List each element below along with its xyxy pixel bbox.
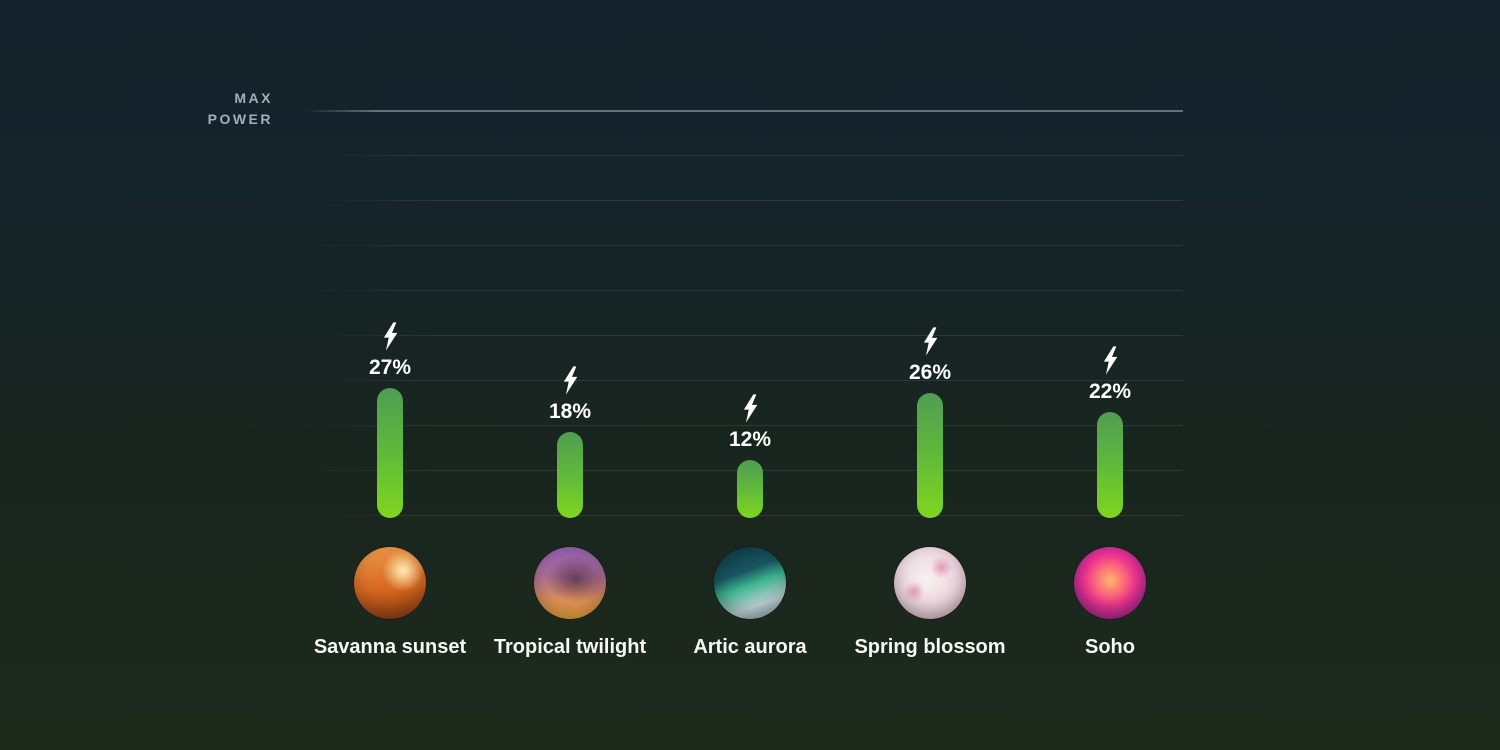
power-bar xyxy=(1097,412,1123,518)
scene-name-label: Soho xyxy=(1085,636,1135,658)
lightning-bolt-icon xyxy=(1103,346,1117,375)
scene-thumbnail-soho[interactable] xyxy=(1074,547,1146,619)
power-bar-stack: 18% xyxy=(480,366,660,518)
gridline xyxy=(305,335,1183,336)
power-bar xyxy=(377,388,403,518)
scene-column-artic-aurora: 12% Artic aurora xyxy=(660,0,840,750)
max-power-label-line1: MAX xyxy=(234,90,273,106)
lightning-bolt-icon xyxy=(563,366,577,395)
scene-thumbnail-tropical-twilight[interactable] xyxy=(534,547,606,619)
power-bar xyxy=(737,460,763,518)
max-power-label-line2: POWER xyxy=(207,111,273,127)
scene-thumbnail-spring-blossom[interactable] xyxy=(894,547,966,619)
max-power-gridline xyxy=(305,110,1183,112)
power-bar-stack: 12% xyxy=(660,394,840,518)
gridline xyxy=(305,380,1183,381)
gridline xyxy=(305,425,1183,426)
scene-column-savanna-sunset: 27% Savanna sunset xyxy=(300,0,480,750)
power-bar xyxy=(557,432,583,518)
power-percent-label: 26% xyxy=(908,361,952,384)
lightning-bolt-icon xyxy=(923,327,937,356)
scene-name-label: Artic aurora xyxy=(693,636,807,658)
power-bar xyxy=(917,393,943,518)
power-bar-stack: 26% xyxy=(840,327,1020,518)
scene-column-soho: 22% Soho xyxy=(1020,0,1200,750)
scene-thumbnail-savanna-sunset[interactable] xyxy=(354,547,426,619)
scene-column-spring-blossom: 26% Spring blossom xyxy=(840,0,1020,750)
gridline xyxy=(305,200,1183,201)
gridline xyxy=(305,155,1183,156)
power-bar-stack: 22% xyxy=(1020,346,1200,518)
lightning-bolt-icon xyxy=(383,322,397,351)
scene-column-tropical-twilight: 18% Tropical twilight xyxy=(480,0,660,750)
power-percent-label: 12% xyxy=(728,428,772,451)
gridline xyxy=(305,290,1183,291)
power-percent-label: 27% xyxy=(368,356,412,379)
scene-name-label: Spring blossom xyxy=(854,636,1006,658)
scene-name-label: Savanna sunset xyxy=(313,636,467,658)
scene-name-label: Tropical twilight xyxy=(493,636,647,658)
power-percent-label: 18% xyxy=(548,400,592,423)
gridline xyxy=(305,245,1183,246)
max-power-axis-label: MAX POWER xyxy=(113,88,273,130)
scene-thumbnail-artic-aurora[interactable] xyxy=(714,547,786,619)
power-bar-stack: 27% xyxy=(300,322,480,518)
lightning-bolt-icon xyxy=(743,394,757,423)
power-percent-label: 22% xyxy=(1088,380,1132,403)
